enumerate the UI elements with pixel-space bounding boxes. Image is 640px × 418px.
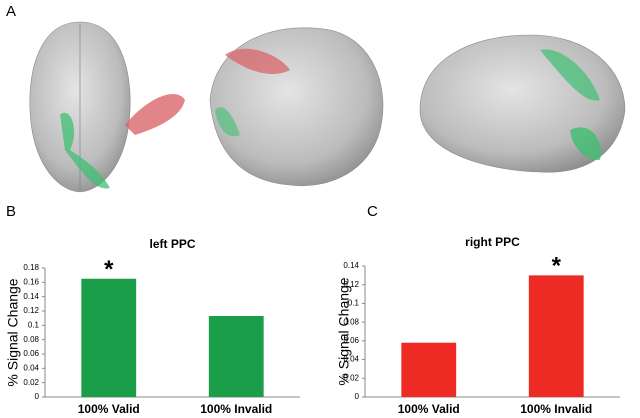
y-tick-label: 0.02 [343,373,359,382]
y-tick-label: 0.08 [343,317,359,326]
panel-label: B [6,203,16,220]
y-tick-label: 0.1 [28,320,40,329]
y-tick-label: 0.14 [23,292,39,301]
bar [528,275,584,397]
y-tick-label: 0 [355,392,360,401]
significance-marker: * [104,256,114,283]
chart-title: left PPC [149,237,195,251]
y-tick-label: 0.04 [23,363,39,372]
chart-title: right PPC [465,235,520,249]
x-tick-label: 100% Invalid [200,402,272,416]
brain-images [29,21,626,193]
y-tick-label: 0.04 [343,355,359,364]
y-tick-label: 0 [35,392,40,401]
x-tick-label: 100% Valid [78,402,140,416]
y-tick-label: 0.12 [343,280,359,289]
y-tick-label: 0.02 [23,378,39,387]
y-tick-label: 0.08 [23,335,39,344]
panel-label: C [367,203,378,220]
y-tick-label: 0.06 [23,349,39,358]
bar [401,342,457,397]
y-axis-label: % Signal Change [5,278,21,386]
y-tick-label: 0.06 [343,336,359,345]
y-tick-label: 0.14 [343,261,359,270]
y-axis-label: % Signal Change [336,277,352,385]
x-tick-label: 100% Invalid [520,402,592,416]
y-tick-label: 0.1 [348,299,360,308]
significance-marker: * [552,253,562,280]
x-tick-label: 100% Valid [398,402,460,416]
y-tick-label: 0.12 [23,306,39,315]
y-tick-label: 0.16 [23,277,39,286]
panel-label: A [6,3,16,20]
y-tick-label: 0.18 [23,263,39,272]
bar [81,278,137,397]
bar [208,316,264,397]
